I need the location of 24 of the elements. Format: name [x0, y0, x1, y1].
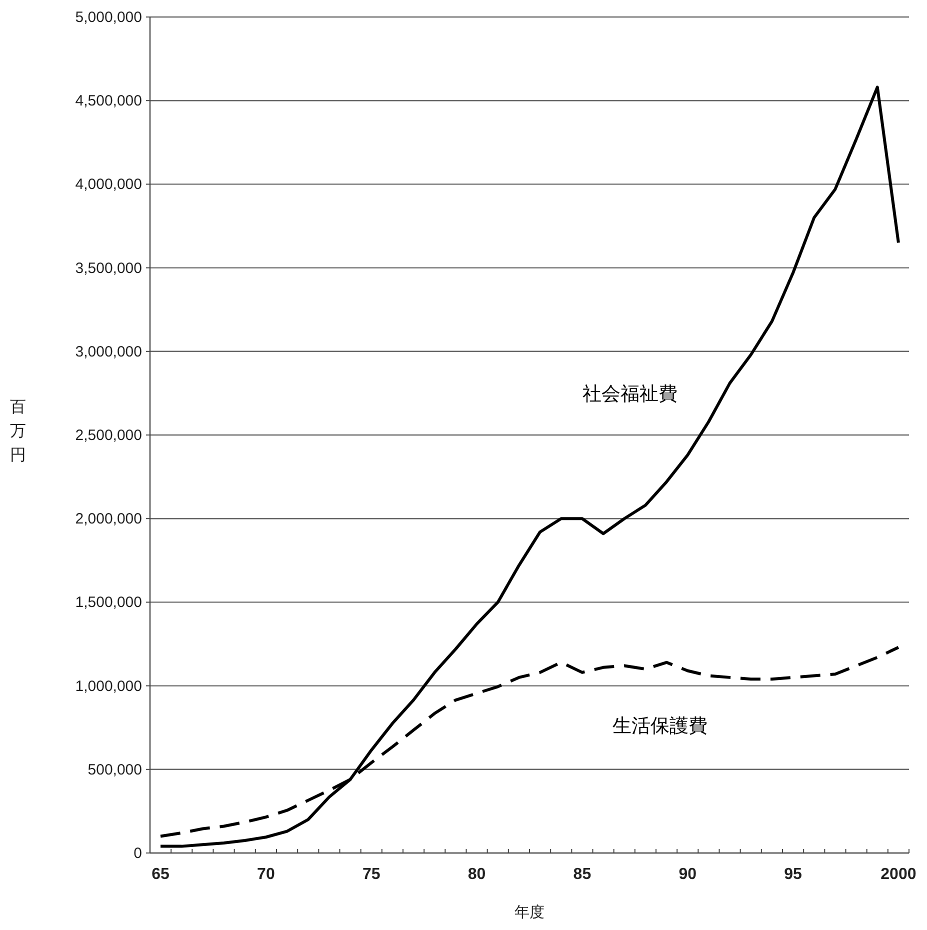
y-tick-label: 3,000,000 — [75, 343, 142, 360]
line-series — [159, 86, 900, 848]
y-tick-label: 4,000,000 — [75, 176, 142, 194]
x-axis-title: 年度 — [514, 904, 544, 921]
x-tick-label: 75 — [362, 866, 380, 883]
y-tick-label: 2,500,000 — [75, 427, 142, 444]
x-tick-label: 95 — [784, 866, 802, 883]
y-tick-label: 3,500,000 — [75, 260, 142, 277]
y-tick-label: 1,000,000 — [75, 678, 142, 695]
y-tick-label: 500,000 — [88, 761, 142, 778]
x-tick-label: 90 — [678, 866, 697, 883]
y-tick-label: 5,000,000 — [75, 9, 142, 26]
y-tick-label: 4,500,000 — [75, 92, 142, 110]
x-tick-label: 80 — [468, 866, 486, 883]
y-tick-label: 1,500,000 — [75, 594, 142, 612]
y-axis-title: 百万円 — [10, 399, 26, 464]
x-tick-label: 70 — [257, 866, 275, 883]
y-tick-label: 2,000,000 — [75, 510, 142, 528]
x-tick-label: 65 — [152, 866, 170, 883]
y-tick-label: 0 — [134, 845, 142, 862]
x-tick-label: 85 — [573, 866, 592, 883]
series-label: 社会福祉費 — [582, 384, 678, 405]
text: 生活保護費 — [612, 716, 708, 737]
x-tick-label: 2000 — [880, 866, 916, 883]
